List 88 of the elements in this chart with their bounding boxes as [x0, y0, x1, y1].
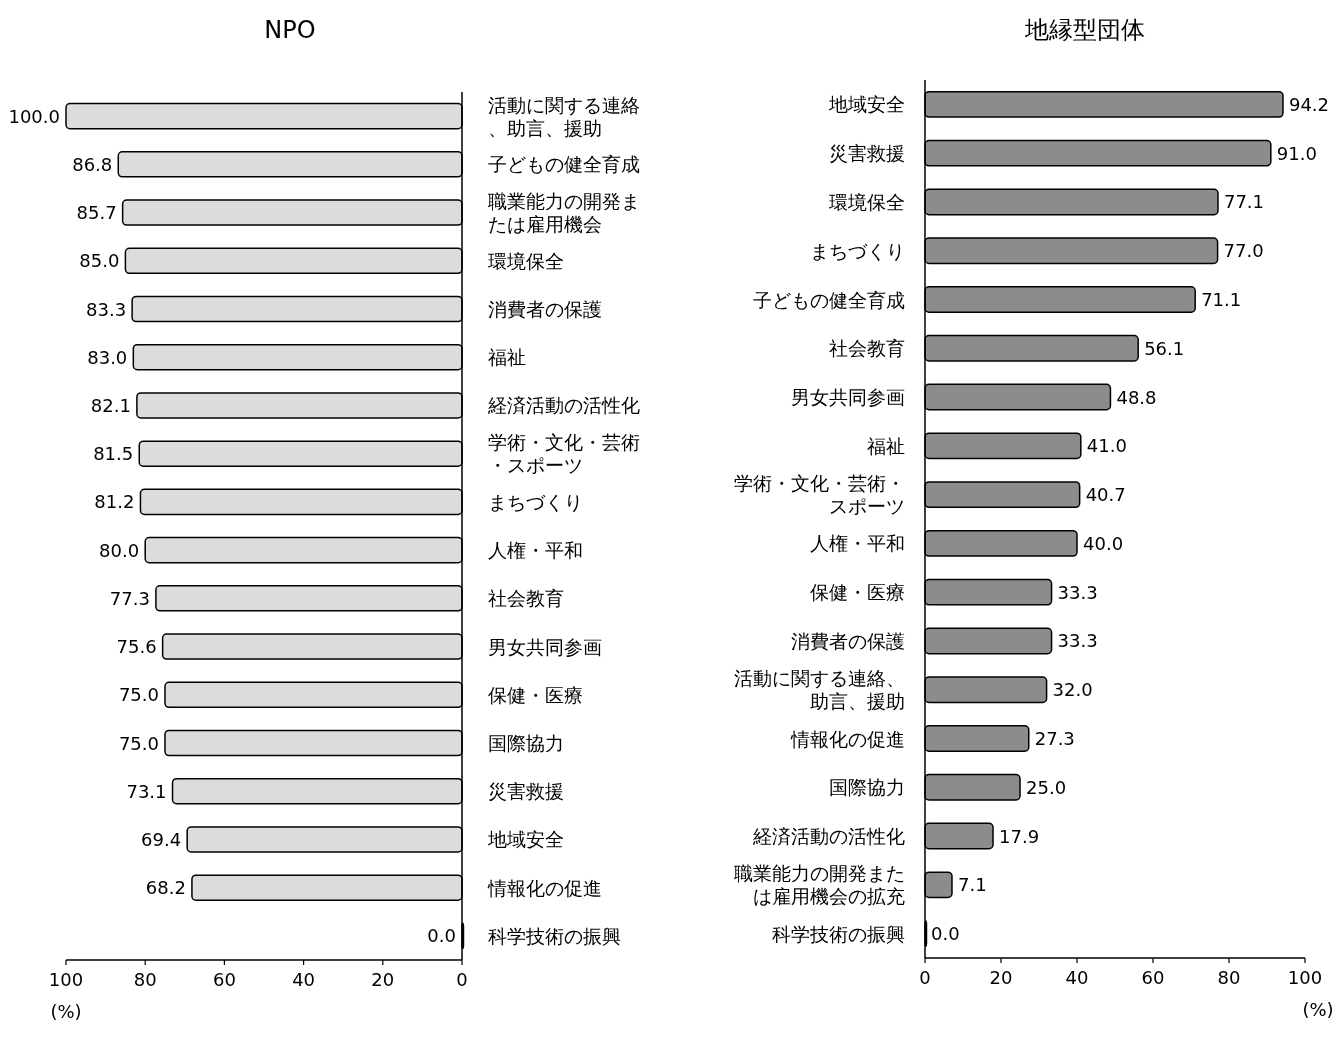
y-tick-label: 社会教育 — [488, 587, 564, 610]
data-label: 86.8 — [72, 153, 113, 175]
data-label: 40.7 — [1085, 484, 1126, 506]
x-tick-label: 60 — [1141, 967, 1165, 988]
data-label: 81.2 — [94, 491, 135, 513]
y-tick-label: 科学技術の振興 — [488, 924, 621, 947]
data-label: 0.0 — [931, 923, 960, 945]
data-label: 94.2 — [1288, 93, 1330, 115]
x-tick-label: 40 — [292, 969, 316, 990]
y-tick-label: 活動に関する連絡、助言、援助 — [488, 93, 640, 139]
data-label: 68.2 — [145, 877, 186, 899]
x-tick-label: 20 — [989, 967, 1013, 988]
data-label: 80.0 — [99, 539, 140, 561]
x-axis-title: (%) — [1302, 999, 1334, 1020]
x-tick-label: 80 — [1217, 967, 1241, 988]
y-tick-label: 地域安全 — [487, 828, 564, 851]
y-tick-label: 地域安全 — [828, 93, 905, 116]
data-label: 7.1 — [957, 874, 987, 896]
data-label: 73.1 — [126, 780, 167, 802]
y-tick-label: 情報化の促進 — [790, 727, 905, 750]
y-tick-label: 職業能力の開発または雇用機会の拡充 — [734, 862, 905, 908]
x-axis-title: (%) — [50, 1001, 82, 1022]
x-tick-label: 20 — [371, 969, 395, 990]
data-label: 85.7 — [76, 202, 117, 224]
data-label: 41.0 — [1086, 435, 1127, 457]
data-label: 69.4 — [141, 828, 182, 850]
x-tick-label: 0 — [456, 969, 468, 990]
data-label: 75.0 — [118, 684, 159, 706]
y-tick-label: 災害救援 — [829, 142, 905, 165]
data-label: 91.0 — [1276, 142, 1317, 164]
data-label: 40.0 — [1083, 532, 1124, 554]
data-label: 75.6 — [116, 636, 157, 658]
data-label: 82.1 — [90, 394, 131, 416]
y-tick-label: 社会教育 — [829, 337, 905, 360]
y-tick-label: 保健・医療 — [488, 683, 583, 706]
data-label: 48.8 — [1116, 386, 1157, 408]
data-label: 0.0 — [427, 925, 456, 947]
data-label: 77.1 — [1223, 191, 1265, 213]
chart-title: 地縁型団体 — [1024, 16, 1145, 44]
y-tick-label: 保健・医療 — [810, 581, 905, 604]
y-tick-label: 福祉 — [488, 346, 526, 369]
data-label: 27.3 — [1034, 728, 1075, 749]
y-tick-label: 国際協力 — [488, 732, 564, 754]
y-tick-label: 災害救援 — [488, 780, 564, 803]
data-label: 83.3 — [86, 298, 127, 320]
y-tick-label: 環境保全 — [829, 190, 905, 213]
y-tick-label: 子どもの健全育成 — [753, 288, 905, 311]
x-tick-label: 0 — [919, 967, 931, 988]
y-tick-label: 情報化の促進 — [487, 876, 602, 899]
y-tick-label: 子どもの健全育成 — [488, 153, 640, 176]
y-tick-label: 国際協力 — [829, 776, 905, 799]
x-tick-label: 40 — [1065, 967, 1089, 988]
data-label: 32.0 — [1052, 679, 1093, 701]
y-tick-label: 経済活動の活性化 — [752, 825, 905, 848]
data-label: 77.0 — [1223, 240, 1264, 262]
x-tick-label: 100 — [1287, 967, 1323, 988]
data-label: 100.0 — [8, 105, 60, 127]
data-label: 83.0 — [87, 346, 128, 368]
y-tick-label: 学術・文化・芸術・スポーツ — [488, 431, 640, 477]
y-tick-label: 職業能力の開発または雇用機会 — [488, 190, 640, 235]
data-label: 75.0 — [118, 732, 159, 754]
chart-title: NPO — [264, 16, 316, 44]
x-tick-label: 80 — [133, 969, 157, 990]
y-tick-label: 男女共同参画 — [488, 635, 602, 658]
data-label: 33.3 — [1057, 630, 1098, 652]
y-tick-label: 消費者の保護 — [488, 298, 602, 320]
data-label: 56.1 — [1144, 337, 1185, 359]
x-tick-label: 60 — [212, 969, 236, 990]
x-tick-label: 100 — [48, 969, 84, 990]
y-tick-label: 活動に関する連絡、助言、援助 — [734, 667, 905, 713]
y-tick-label: 環境保全 — [488, 249, 564, 272]
y-tick-label: 男女共同参画 — [791, 386, 905, 409]
data-label: 71.1 — [1201, 289, 1242, 310]
y-tick-label: まちづくり — [488, 490, 583, 513]
data-label: 17.9 — [999, 825, 1040, 847]
y-tick-label: 科学技術の振興 — [772, 922, 905, 945]
data-label: 77.3 — [109, 587, 150, 609]
y-tick-label: 経済活動の活性化 — [487, 394, 640, 417]
data-label: 33.3 — [1057, 581, 1098, 603]
y-tick-label: まちづくり — [810, 239, 905, 262]
data-label: 81.5 — [93, 443, 134, 465]
y-tick-label: 人権・平和 — [810, 532, 905, 555]
y-tick-label: 福祉 — [867, 434, 905, 457]
y-tick-label: 人権・平和 — [488, 539, 583, 562]
y-tick-label: 消費者の保護 — [791, 629, 905, 652]
y-tick-label: 学術・文化・芸術・スポーツ — [734, 472, 905, 518]
data-label: 85.0 — [79, 250, 120, 272]
data-label: 25.0 — [1026, 776, 1067, 798]
